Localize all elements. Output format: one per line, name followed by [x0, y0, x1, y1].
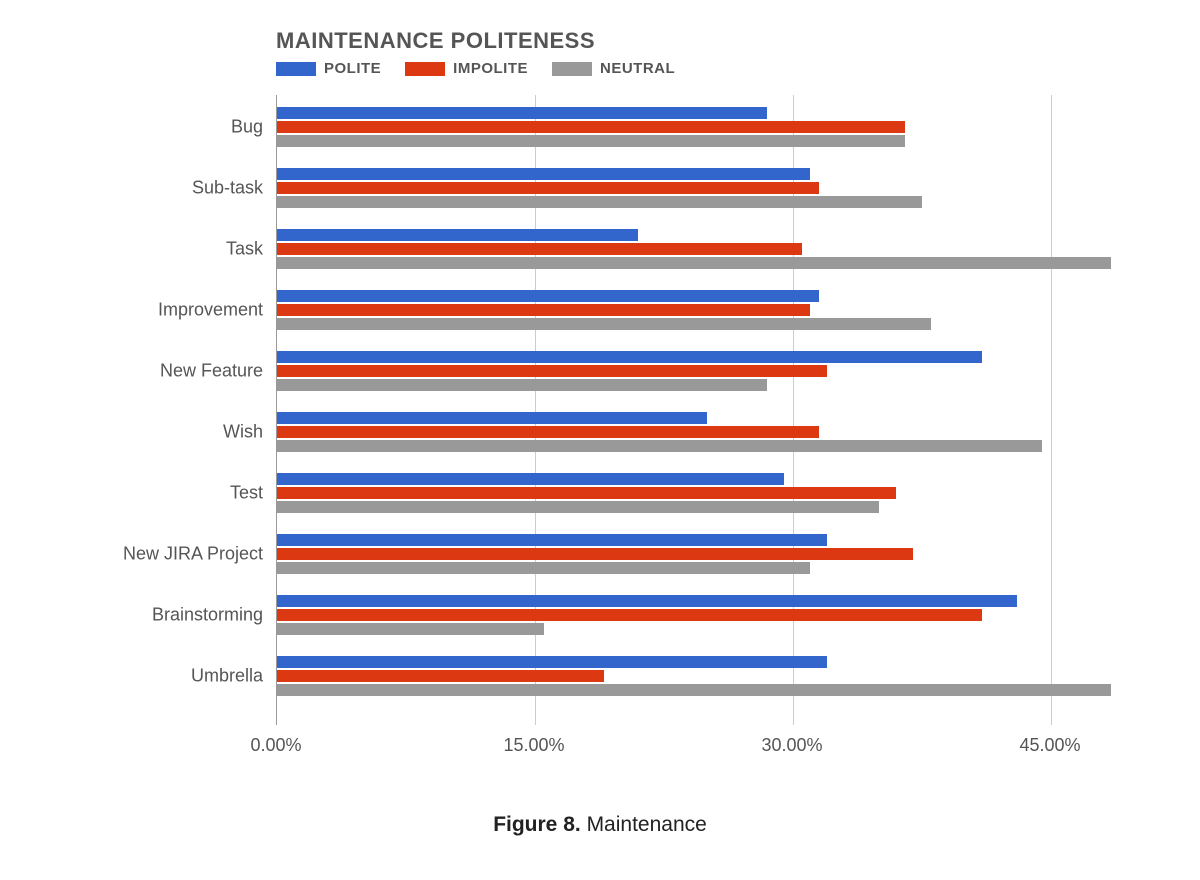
bar-impolite [277, 487, 896, 499]
bar-polite [277, 473, 784, 485]
category-group: New Feature [277, 351, 1136, 391]
bar-polite [277, 595, 1017, 607]
chart-title: MAINTENANCE POLITENESS [276, 28, 1160, 54]
bar-neutral [277, 318, 931, 330]
category-label: New Feature [160, 361, 277, 382]
category-group: Brainstorming [277, 595, 1136, 635]
plot-area: Bug Sub-task Task Improvement New Feature Wis… [276, 95, 1136, 725]
bar-neutral [277, 440, 1042, 452]
bar-neutral [277, 501, 879, 513]
bar-neutral [277, 562, 810, 574]
bar-impolite [277, 670, 604, 682]
x-axis-tick: 30.00% [761, 735, 822, 756]
category-group: Umbrella [277, 656, 1136, 696]
bar-polite [277, 107, 767, 119]
x-axis: 0.00%15.00%30.00%45.00% [276, 725, 1136, 765]
bar-impolite [277, 426, 819, 438]
category-group: New JIRA Project [277, 534, 1136, 574]
category-label: Improvement [158, 300, 277, 321]
bar-polite [277, 656, 827, 668]
bar-impolite [277, 609, 982, 621]
category-label: Umbrella [191, 666, 277, 687]
bar-impolite [277, 243, 802, 255]
legend-swatch-polite [276, 62, 316, 76]
x-axis-tick: 0.00% [250, 735, 301, 756]
legend-label-polite: POLITE [324, 60, 381, 77]
bar-polite [277, 534, 827, 546]
category-label: New JIRA Project [123, 544, 277, 565]
category-label: Wish [223, 422, 277, 443]
bar-polite [277, 168, 810, 180]
chart-container: MAINTENANCE POLITENESS POLITE IMPOLITE NEU… [40, 28, 1160, 837]
category-group: Sub-task [277, 168, 1136, 208]
figure-caption: Figure 8. Maintenance [40, 813, 1160, 837]
bar-polite [277, 229, 638, 241]
bar-impolite [277, 121, 905, 133]
category-label: Brainstorming [152, 605, 277, 626]
category-label: Test [230, 483, 277, 504]
category-label: Bug [231, 117, 277, 138]
bar-neutral [277, 684, 1111, 696]
legend-swatch-neutral [552, 62, 592, 76]
category-label: Sub-task [192, 178, 277, 199]
x-axis-tick: 15.00% [503, 735, 564, 756]
bar-polite [277, 351, 982, 363]
bar-impolite [277, 182, 819, 194]
bar-neutral [277, 623, 544, 635]
legend-label-impolite: IMPOLITE [453, 60, 528, 77]
category-group: Wish [277, 412, 1136, 452]
legend-label-neutral: NEUTRAL [600, 60, 675, 77]
legend-item-neutral: NEUTRAL [552, 60, 675, 77]
bar-impolite [277, 304, 810, 316]
category-group: Bug [277, 107, 1136, 147]
bar-neutral [277, 257, 1111, 269]
bar-polite [277, 412, 707, 424]
category-label: Task [226, 239, 277, 260]
category-group: Task [277, 229, 1136, 269]
legend-item-impolite: IMPOLITE [405, 60, 528, 77]
category-group: Test [277, 473, 1136, 513]
x-axis-tick: 45.00% [1019, 735, 1080, 756]
bar-impolite [277, 365, 827, 377]
figure-caption-label: Figure 8. [493, 813, 581, 836]
bar-neutral [277, 196, 922, 208]
category-group: Improvement [277, 290, 1136, 330]
bar-neutral [277, 379, 767, 391]
legend-item-polite: POLITE [276, 60, 381, 77]
bar-impolite [277, 548, 913, 560]
legend-swatch-impolite [405, 62, 445, 76]
bar-neutral [277, 135, 905, 147]
bar-polite [277, 290, 819, 302]
figure-caption-text: Maintenance [587, 813, 707, 836]
legend: POLITE IMPOLITE NEUTRAL [276, 60, 1160, 77]
